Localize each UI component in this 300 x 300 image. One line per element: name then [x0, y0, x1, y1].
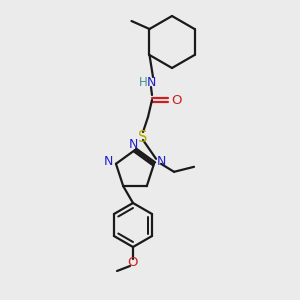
Text: N: N: [156, 155, 166, 168]
Text: N: N: [146, 76, 156, 88]
Text: O: O: [128, 256, 138, 269]
Text: N: N: [103, 155, 113, 168]
Text: N: N: [128, 137, 138, 151]
Text: S: S: [138, 130, 148, 145]
Text: O: O: [172, 94, 182, 106]
Text: H: H: [139, 76, 147, 88]
